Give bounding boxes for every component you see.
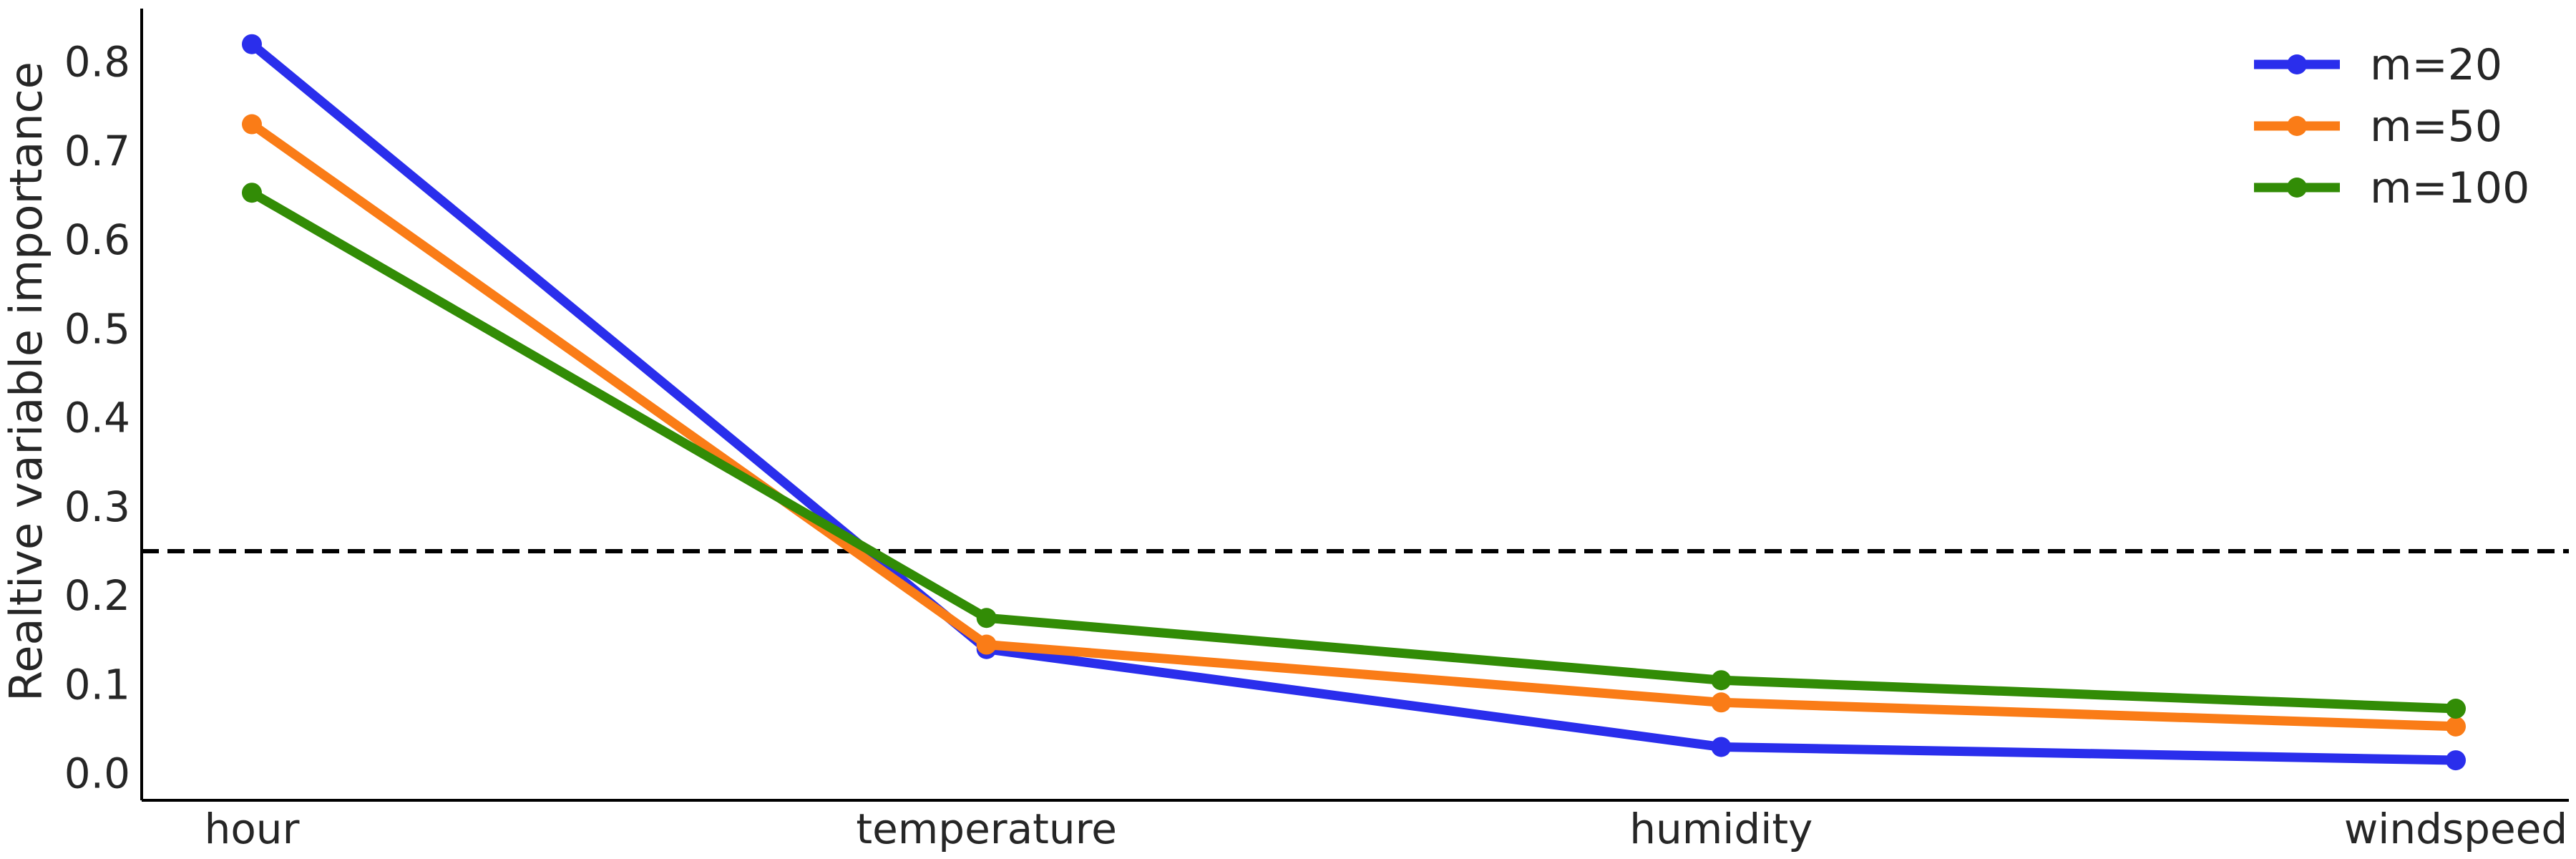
y-tick-label: 0.3 <box>64 482 130 531</box>
data-point <box>242 183 262 203</box>
y-tick-label: 0.4 <box>64 394 130 442</box>
y-tick-label: 0.2 <box>64 571 130 620</box>
legend: m=20 m=50 m=100 <box>2254 40 2529 213</box>
y-tick-label: 0.0 <box>64 749 130 798</box>
series-line <box>249 120 2457 732</box>
y-tick-label: 0.1 <box>64 660 130 709</box>
x-tick-label: temperature <box>856 805 1117 853</box>
x-tick-label: hour <box>205 805 300 853</box>
y-tick-label: 0.5 <box>64 304 130 353</box>
data-point <box>242 34 262 54</box>
data-point <box>2446 699 2466 719</box>
data-point <box>2446 716 2466 737</box>
data-point <box>976 608 997 629</box>
x-tick-label: windspeed <box>2344 805 2567 853</box>
y-tick-label: 0.7 <box>64 127 130 175</box>
y-tick-label: 0.8 <box>64 38 130 87</box>
legend-label: m=100 <box>2370 163 2529 213</box>
series-line <box>248 40 2457 765</box>
legend-marker <box>2287 116 2307 136</box>
data-point <box>2446 750 2466 771</box>
y-axis-label: Realtive variable importance <box>0 62 52 702</box>
legend-label: m=20 <box>2370 40 2502 90</box>
series-group <box>242 34 2466 771</box>
x-tick-label: humidity <box>1629 805 1813 853</box>
data-point <box>242 114 262 135</box>
legend-marker <box>2287 178 2307 198</box>
legend-marker <box>2287 54 2307 74</box>
legend-label: m=50 <box>2370 102 2502 152</box>
x-ticks: hour temperature humidity windspeed <box>205 805 2568 853</box>
data-point <box>1711 670 1732 691</box>
y-tick-label: 0.6 <box>64 215 130 264</box>
y-ticks: 0.0 0.1 0.2 0.3 0.4 0.5 0.6 0.7 0.8 <box>64 38 130 798</box>
data-point <box>1711 692 1732 713</box>
series-line <box>249 188 2457 714</box>
data-point <box>1711 737 1732 757</box>
data-point <box>976 634 997 655</box>
axes <box>140 9 2569 802</box>
